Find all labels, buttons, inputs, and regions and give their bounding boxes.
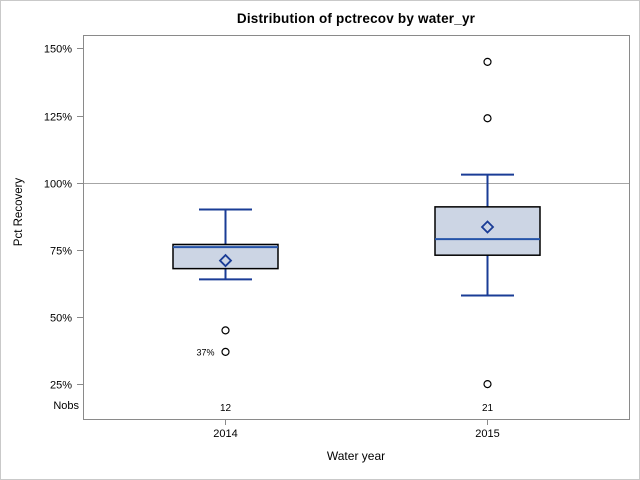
nobs-value: 21 <box>482 403 494 414</box>
iqr-box <box>172 243 279 270</box>
y-tick-label: 50% <box>50 313 72 325</box>
outlier-point <box>221 347 230 356</box>
y-tick-label: 125% <box>44 112 72 124</box>
mean-diamond-marker <box>480 220 495 234</box>
mean-diamond-marker <box>218 253 233 268</box>
outlier-point <box>483 379 492 389</box>
nobs-value: 12 <box>220 403 232 414</box>
y-tick-label: 100% <box>44 179 72 191</box>
x-category-label: 2014 <box>213 428 237 440</box>
y-axis-title: Pct Recovery <box>13 177 25 247</box>
y-tick-label: 150% <box>44 44 72 56</box>
outlier-point <box>221 326 230 335</box>
nobs-row-label: Nobs <box>53 400 79 412</box>
y-tick-label: 25% <box>50 380 72 392</box>
x-axis-title: Water year <box>326 449 386 463</box>
plot-area-border <box>83 35 630 420</box>
chart-title: Distribution of pctrecov by water_yr <box>236 11 476 26</box>
outlier-point <box>483 57 492 66</box>
outlier-label: 37% <box>196 347 214 357</box>
outlier-point <box>483 114 492 123</box>
x-category-label: 2015 <box>475 428 499 440</box>
iqr-box <box>434 206 541 256</box>
y-tick-label: 75% <box>50 246 72 258</box>
